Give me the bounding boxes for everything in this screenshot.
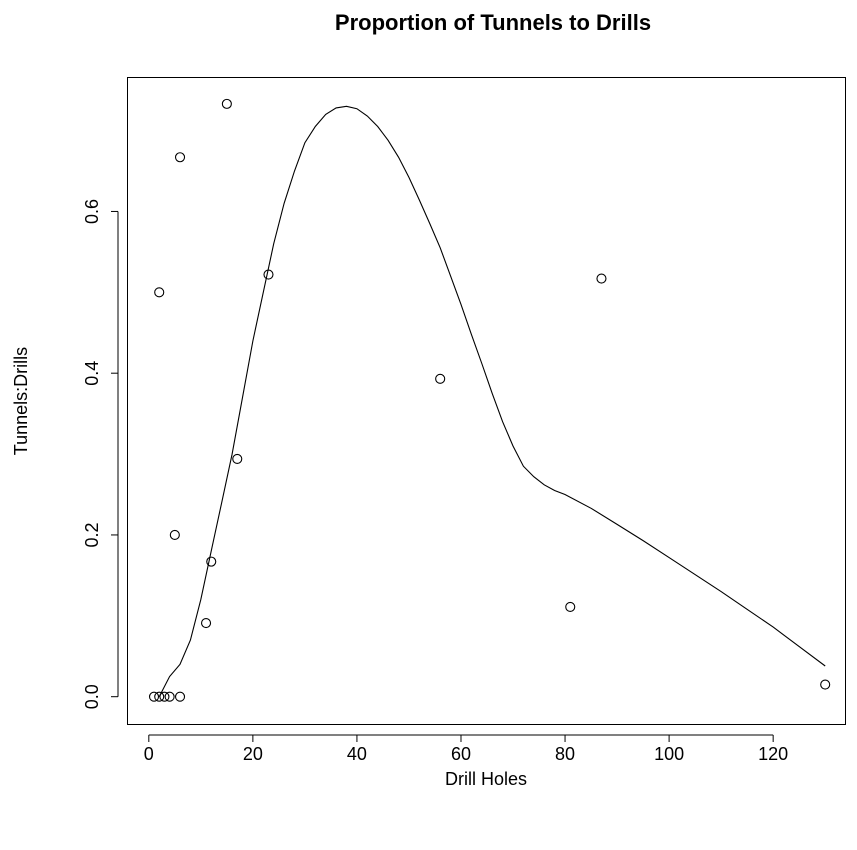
smooth-curve: [158, 105, 826, 697]
data-point: [169, 529, 180, 540]
data-point: [174, 152, 186, 163]
smooth-curve-layer: [158, 105, 826, 697]
data-point: [820, 679, 831, 690]
x-axis-label: Drill Holes: [445, 769, 527, 789]
data-point: [232, 453, 243, 464]
y-axis: 0.0 0.2 0.4 0.6: [82, 199, 119, 709]
data-point: [164, 691, 175, 702]
x-tick-label: 60: [451, 744, 471, 764]
x-tick-label: 120: [758, 744, 788, 764]
y-tick-label: 0.6: [82, 199, 102, 224]
y-tick-label: 0.4: [82, 361, 102, 386]
y-axis-label: Tunnels:Drills: [11, 347, 31, 455]
data-point: [174, 691, 186, 702]
plot-frame: [127, 77, 846, 725]
data-point: [154, 691, 165, 702]
points-layer: [148, 98, 831, 702]
x-tick-label: 80: [555, 744, 575, 764]
x-axis: 0 20 40 60 80 100 120: [144, 734, 788, 764]
data-point: [263, 269, 274, 280]
data-point: [596, 273, 607, 284]
y-tick-label: 0.2: [82, 522, 102, 547]
data-point: [565, 601, 576, 612]
data-point: [200, 618, 212, 629]
data-point: [435, 373, 446, 384]
data-point: [154, 287, 165, 298]
x-tick-label: 40: [347, 744, 367, 764]
x-tick-label: 20: [243, 744, 263, 764]
chart-title: Proportion of Tunnels to Drills: [335, 10, 651, 35]
y-tick-label: 0.0: [82, 684, 102, 709]
data-point: [148, 691, 160, 702]
data-point: [206, 556, 217, 567]
x-tick-label: 0: [144, 744, 154, 764]
data-point: [221, 98, 232, 109]
x-tick-label: 100: [654, 744, 684, 764]
data-point: [159, 691, 170, 702]
